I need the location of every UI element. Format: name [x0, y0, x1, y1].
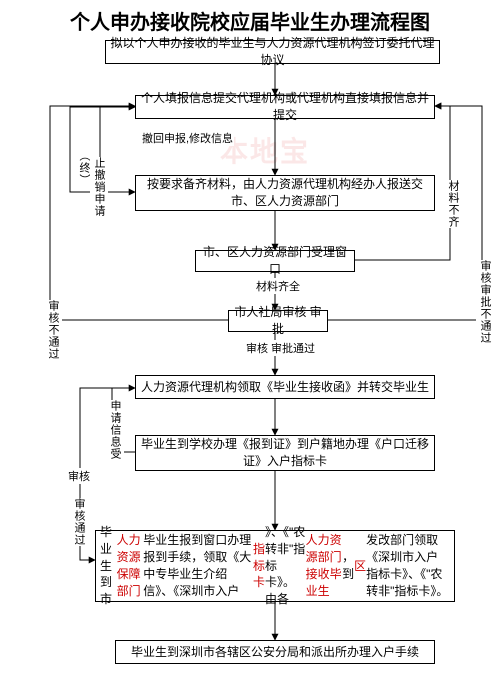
edge-label-l_reviewpass: 审核通过 — [70, 498, 88, 546]
page-title: 个人申办接收院校应届毕业生办理流程图 — [0, 6, 500, 35]
edge-label-l_matlack: 材料不齐 — [444, 180, 462, 228]
flow-node-n1: 拟以个人申办接收的毕业生与人力资源代理机构签订委托代理协议 — [105, 40, 440, 64]
flow-node-n3: 按要求备齐材料，由人力资源代理机构经办人报送交市、区人力资源部门 — [135, 175, 435, 211]
edge-label-l_withdraw: 撤回申报,修改信息 — [141, 130, 234, 146]
edge-label-l_appinfo: 申请信息受 — [106, 400, 124, 460]
flow-node-n7: 毕业生到学校办理《报到证》到户籍地办理《户口迁移证》入户指标卡 — [135, 435, 435, 471]
flow-node-n9: 毕业生到深圳市各辖区公安分局和派出所办理入户手续 — [115, 640, 435, 664]
flow-node-n2: 个人填报信息提交代理机构或代理机构直接填报信息并提交 — [135, 95, 435, 119]
edge-label-l_fail1: 审核不通过 — [44, 300, 62, 360]
edge-label-l_review: 审核 — [67, 468, 91, 484]
flow-node-n8: 毕业生到市人力资源保障部门毕业生报到窗口办理报到手续，领取《大中专毕业生介绍信》… — [95, 530, 455, 602]
flow-node-n4: 市、区人力资源部门受理窗口 — [195, 250, 355, 272]
edge-label-l_fail2: 审核审批不通过 — [476, 260, 494, 344]
flow-node-n6: 人力资源代理机构领取《毕业生接收函》并转交毕业生 — [135, 375, 435, 399]
edge-label-l_matfull: 材料齐全 — [255, 278, 301, 294]
edge-label-l_pass: 审核 审批通过 — [245, 340, 316, 356]
flow-node-n5: 市人社局审核 审批 — [228, 310, 328, 332]
edge-label-l_terminate2: 止撤销申请 — [90, 157, 108, 217]
